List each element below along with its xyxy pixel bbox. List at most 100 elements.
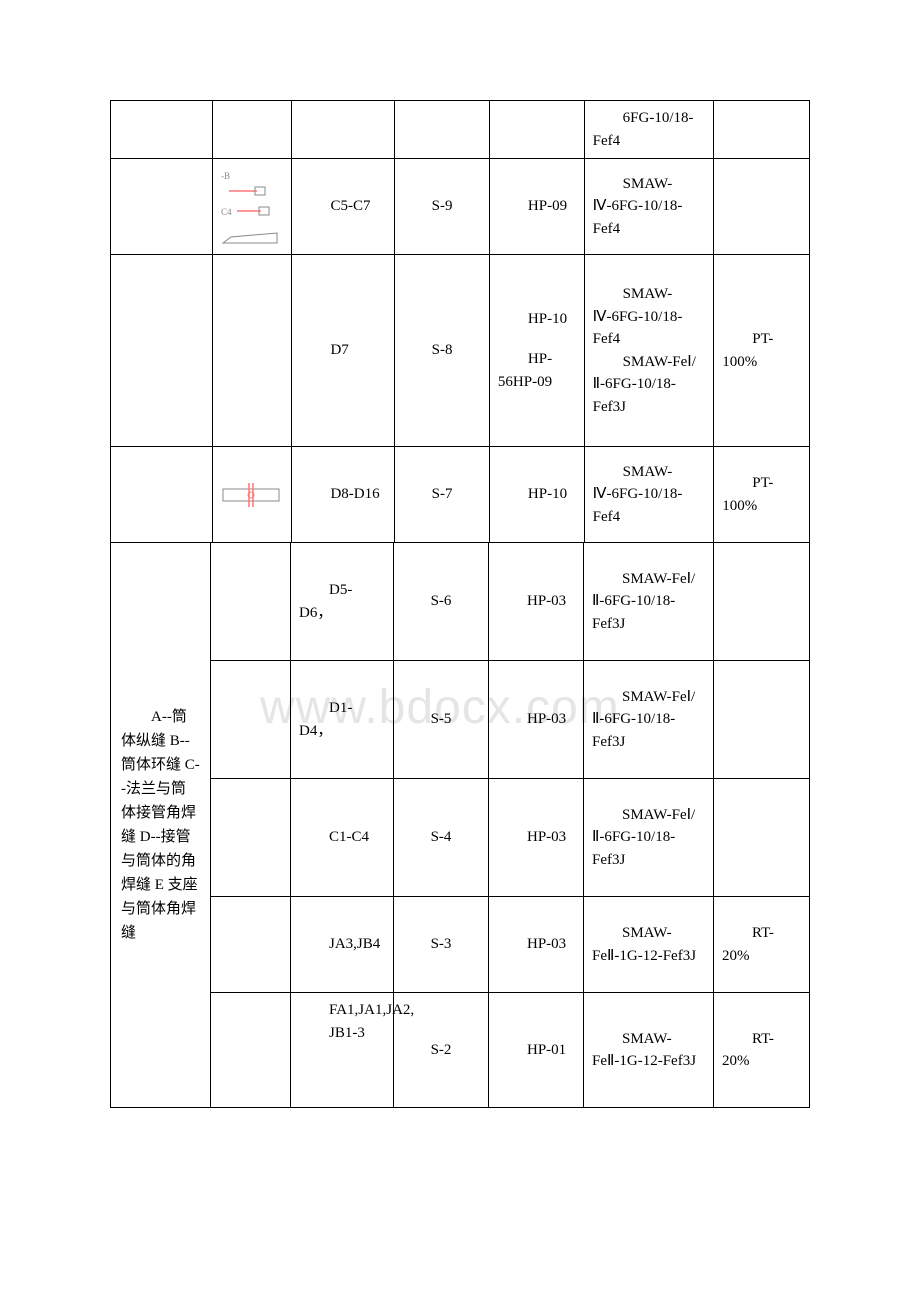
- spacer-cell: [111, 159, 213, 254]
- code-text: JA3,JB4: [299, 933, 380, 956]
- test-text: PT-100%: [722, 472, 801, 517]
- test-text: PT-100%: [722, 328, 801, 373]
- hp-cell: HP-03: [489, 661, 584, 778]
- diagram-cell: -BC4: [213, 159, 293, 254]
- hp-text: HP-03: [497, 590, 575, 613]
- smaw-cell: SMAW-FeⅠ/Ⅱ-6FG-10/18-Fef3J: [584, 543, 714, 660]
- smaw-text: SMAW-Ⅳ-6FG-10/18-Fef4: [593, 283, 706, 351]
- test-text: RT-20%: [722, 1028, 801, 1073]
- hp-cell: [490, 101, 585, 158]
- code-cell: [292, 101, 395, 158]
- diagram-cell: [211, 543, 291, 660]
- code-text: C1-C4: [299, 826, 369, 849]
- smaw-cell: SMAW-FeⅡ-1G-12-Fef3J: [584, 993, 714, 1107]
- code-cell: D8-D16: [292, 447, 395, 542]
- table-row: C1-C4 S-4 HP-03 SMAW-FeⅠ/Ⅱ-6FG-10/18-Fef3J: [211, 779, 809, 897]
- hp-text: HP-10: [498, 308, 576, 331]
- smaw-cell: SMAW-Ⅳ-6FG-10/18-Fef4: [585, 159, 715, 254]
- table-row: JA3,JB4 S-3 HP-03SMAW-FeⅡ-1G-12-Fef3J RT-20…: [211, 897, 809, 993]
- test-cell: [714, 101, 809, 158]
- smaw-cell: SMAW-FeⅡ-1G-12-Fef3J: [584, 897, 714, 992]
- s-text: S-2: [431, 1039, 452, 1062]
- table-row: D7S-8HP-10HP-56HP-09SMAW-Ⅳ-6FG-10/18-Fef…: [111, 255, 809, 447]
- hp-cell: HP-03: [489, 779, 584, 896]
- code-cell: D1-D4，: [291, 661, 394, 778]
- code-text: JB1-3: [299, 1022, 385, 1045]
- smaw-cell: SMAW-FeⅠ/Ⅱ-6FG-10/18-Fef3J: [584, 779, 714, 896]
- s-text: S-9: [432, 195, 453, 218]
- code-text: D8-D16: [300, 483, 379, 506]
- smaw-text: 6FG-10/18-Fef4: [593, 107, 706, 152]
- code-text: D5-D6，: [299, 579, 385, 624]
- smaw-text: SMAW-FeⅡ-1G-12-Fef3J: [592, 922, 705, 967]
- test-cell: [714, 779, 809, 896]
- hp-cell: HP-09: [490, 159, 585, 254]
- smaw-text: SMAW-FeⅠ/Ⅱ-6FG-10/18-Fef3J: [593, 351, 706, 419]
- s-cell: S-4: [394, 779, 489, 896]
- table-row: -BC4 C5-C7 S-9 HP-09 SMAW-Ⅳ-6FG-10/18-Fef4: [111, 159, 809, 255]
- spacer-cell: [111, 101, 213, 158]
- code-cell: C1-C4: [291, 779, 394, 896]
- s-cell: S-7: [395, 447, 490, 542]
- s-text: S-4: [431, 826, 452, 849]
- test-cell: [714, 159, 809, 254]
- spacer-cell: [111, 255, 213, 446]
- hp-cell: HP-03: [489, 897, 584, 992]
- svg-text:-B: -B: [221, 171, 230, 181]
- code-cell: D5-D6，: [291, 543, 394, 660]
- s-text: S-7: [432, 483, 453, 506]
- smaw-text: SMAW-Ⅳ-6FG-10/18-Fef4: [593, 461, 706, 529]
- diagram-cell: [213, 447, 293, 542]
- s-cell: S-6: [394, 543, 489, 660]
- s-text: S-8: [432, 339, 453, 362]
- test-cell: PT-100%: [714, 255, 809, 446]
- test-cell: RT-20%: [714, 897, 809, 992]
- hp-text: HP-03: [497, 826, 575, 849]
- hp-text: HP-03: [497, 708, 575, 731]
- code-text: C5-C7: [300, 195, 370, 218]
- table-row: 6FG-10/18-Fef4: [111, 101, 809, 159]
- hp-text: HP-09: [498, 195, 576, 218]
- smaw-cell: SMAW-Ⅳ-6FG-10/18-Fef4SMAW-FeⅠ/Ⅱ-6FG-10/1…: [585, 255, 715, 446]
- s-text: S-6: [431, 590, 452, 613]
- spacer-cell: [111, 447, 213, 542]
- smaw-text: SMAW-FeⅠ/Ⅱ-6FG-10/18-Fef3J: [592, 568, 705, 636]
- hp-text: HP-01: [497, 1039, 575, 1062]
- diagram-cell: [213, 101, 293, 158]
- hp-cell: HP-10 HP-56HP-09: [490, 255, 585, 446]
- left-merged-cell: A--筒体纵缝 B--筒体环缝 C--法兰与筒体接管角焊缝 D--接管与筒体的角…: [111, 543, 211, 1107]
- test-cell: RT-20%: [714, 993, 809, 1107]
- table-row: D5-D6， S-6 HP-03 SMAW-FeⅠ/Ⅱ-6FG-10/18-Fef3J: [211, 543, 809, 661]
- smaw-text: SMAW-Ⅳ-6FG-10/18-Fef4: [593, 173, 706, 241]
- s-cell: [395, 101, 490, 158]
- hp-cell: HP-10: [490, 447, 585, 542]
- hp-text: HP-56HP-09: [498, 348, 576, 393]
- test-text: RT-20%: [722, 922, 801, 967]
- s-cell: S-2: [394, 993, 489, 1107]
- code-cell: JA3,JB4: [291, 897, 394, 992]
- diagram-cell: [211, 993, 291, 1107]
- s-cell: S-8: [395, 255, 490, 446]
- s-cell: S-3: [394, 897, 489, 992]
- hp-cell: HP-01: [489, 993, 584, 1107]
- smaw-cell: 6FG-10/18-Fef4: [585, 101, 715, 158]
- test-cell: [714, 661, 809, 778]
- s-text: S-5: [431, 708, 452, 731]
- table-row: D1-D4， S-5 HP-03 SMAW-FeⅠ/Ⅱ-6FG-10/18-Fef3J: [211, 661, 809, 779]
- test-cell: [714, 543, 809, 660]
- s-cell: S-5: [394, 661, 489, 778]
- hp-cell: HP-03: [489, 543, 584, 660]
- code-cell: FA1,JA1,JA2,JB1-3: [291, 993, 394, 1107]
- code-cell: C5-C7: [292, 159, 395, 254]
- s-text: S-3: [431, 933, 452, 956]
- s-cell: S-9: [395, 159, 490, 254]
- code-cell: D7: [292, 255, 395, 446]
- diagram-cell: [211, 661, 291, 778]
- hp-text: HP-10: [498, 483, 576, 506]
- code-text: D7: [300, 339, 348, 362]
- diagram-cell: [211, 897, 291, 992]
- smaw-text: SMAW-FeⅠ/Ⅱ-6FG-10/18-Fef3J: [592, 804, 705, 872]
- diagram-cell: [213, 255, 293, 446]
- smaw-text: SMAW-FeⅠ/Ⅱ-6FG-10/18-Fef3J: [592, 686, 705, 754]
- merged-row-group: A--筒体纵缝 B--筒体环缝 C--法兰与筒体接管角焊缝 D--接管与筒体的角…: [111, 543, 809, 1108]
